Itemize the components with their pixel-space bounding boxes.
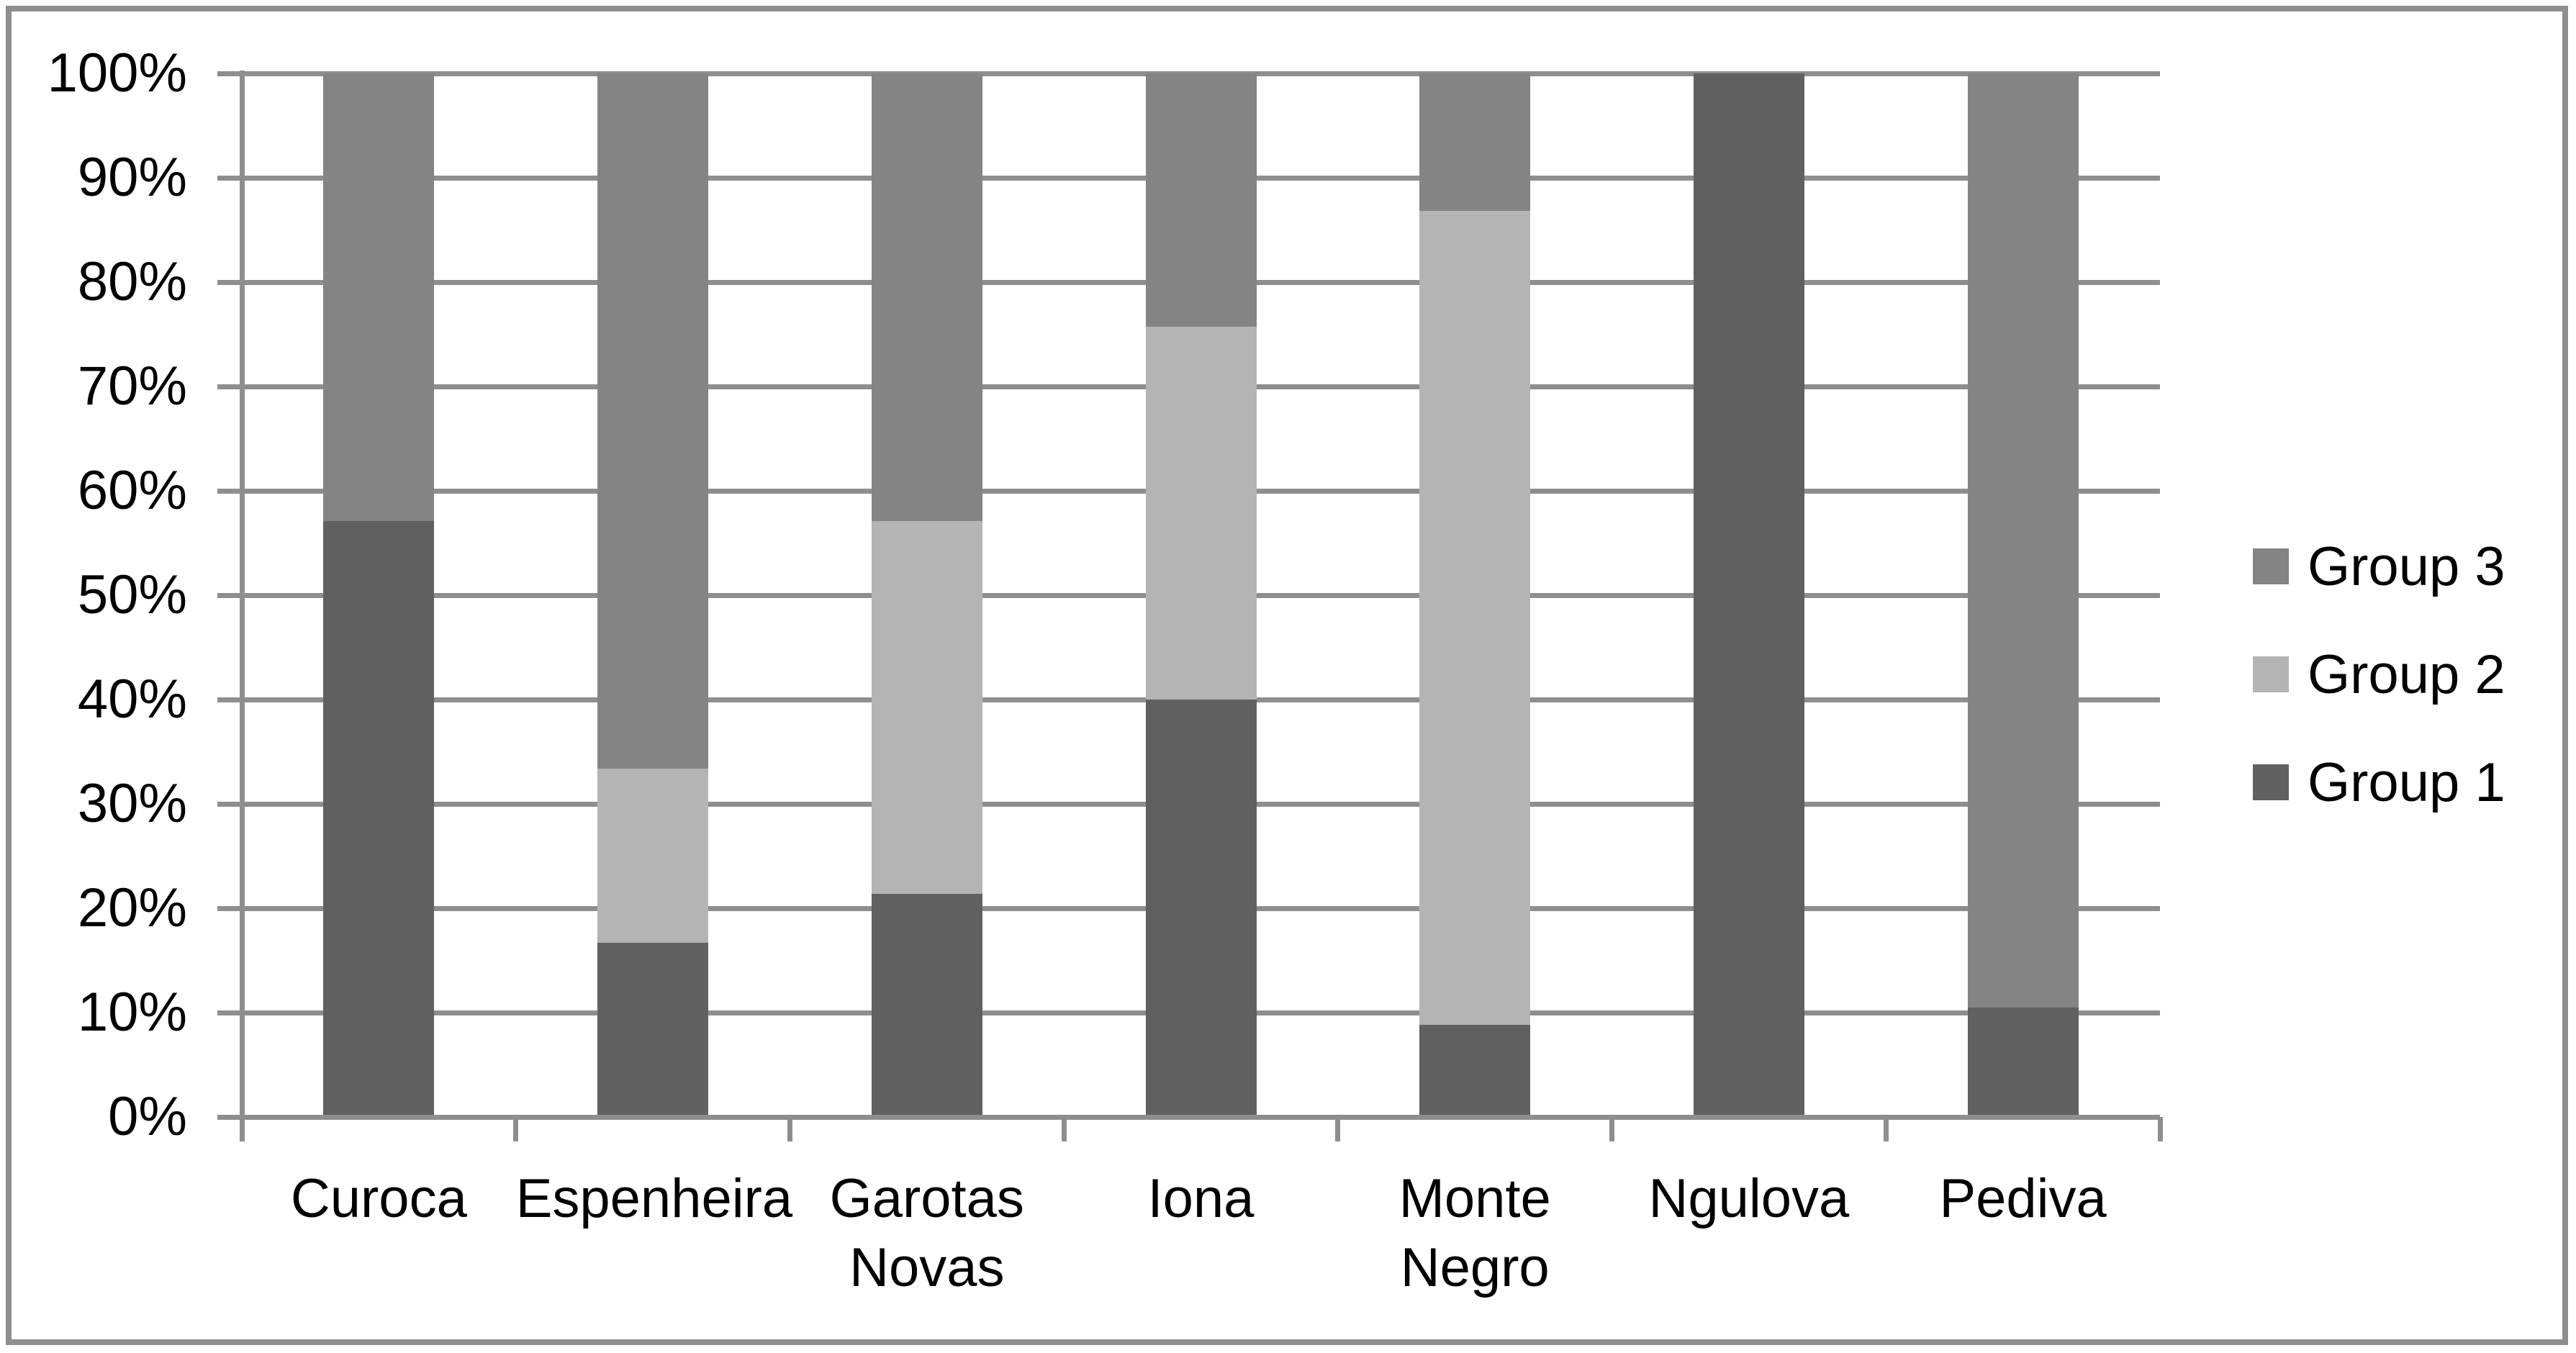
- y-tick-label: 50%: [77, 564, 187, 625]
- x-category-label: Monte Negro: [1398, 1168, 1551, 1298]
- legend-label: Group 1: [2308, 751, 2505, 813]
- x-category-label: Ngulova: [1648, 1168, 1850, 1229]
- bar-segment-group-1: [1693, 73, 1804, 1117]
- legend-item: Group 2: [2253, 640, 2505, 709]
- bar-segment-group-1: [1145, 700, 1257, 1117]
- x-category-label: Pediva: [1939, 1168, 2107, 1229]
- x-axis-tick: [787, 1117, 792, 1141]
- bar-segment-group-3: [597, 73, 709, 769]
- legend-label: Group 3: [2308, 535, 2505, 597]
- x-axis-tick: [513, 1117, 519, 1141]
- x-axis-tick: [2157, 1117, 2163, 1141]
- y-tick-label: 60%: [77, 460, 187, 521]
- bar-segment-group-1: [323, 521, 435, 1117]
- x-axis-line: [217, 1114, 2160, 1120]
- x-axis-tick: [1335, 1117, 1341, 1141]
- bar-segment-group-3: [1967, 73, 2079, 1008]
- bar-segment-group-1: [1419, 1025, 1531, 1117]
- y-tick-label: 80%: [77, 251, 187, 312]
- bar-segment-group-2: [1145, 327, 1257, 700]
- x-axis-tick: [1883, 1117, 1889, 1141]
- x-axis-tick: [1061, 1117, 1067, 1141]
- y-tick-label: 0%: [108, 1086, 187, 1147]
- y-tick-label: 70%: [77, 356, 187, 417]
- bar-segment-group-2: [1419, 211, 1531, 1026]
- y-tick-label: 90%: [77, 147, 187, 208]
- x-axis-tick: [1609, 1117, 1615, 1141]
- x-category-label: Curoca: [290, 1168, 467, 1229]
- chart-border: [6, 6, 2568, 1345]
- legend-swatch-group-2: [2253, 656, 2289, 692]
- bar-segment-group-3: [871, 73, 982, 522]
- x-category-label: Garotas Novas: [829, 1168, 1024, 1298]
- y-axis-line: [239, 71, 245, 1141]
- bar-segment-group-1: [1967, 1007, 2079, 1117]
- x-category-label: Espenheira: [515, 1168, 793, 1229]
- y-tick-label: 40%: [77, 669, 187, 730]
- bar-segment-group-3: [323, 73, 435, 522]
- legend-swatch-group-3: [2253, 548, 2289, 584]
- y-tick-label: 30%: [77, 773, 187, 834]
- legend-item: Group 3: [2253, 532, 2505, 601]
- bar-segment-group-1: [597, 942, 709, 1117]
- bar-segment-group-3: [1145, 73, 1257, 327]
- legend-swatch-group-1: [2253, 764, 2289, 800]
- bar-segment-group-1: [871, 893, 982, 1117]
- bar-segment-group-2: [871, 521, 982, 894]
- x-axis-tick: [239, 1117, 245, 1141]
- y-tick-label: 10%: [77, 982, 187, 1043]
- y-tick-label: 20%: [77, 877, 187, 938]
- y-tick-label: 100%: [47, 42, 187, 104]
- bar-segment-group-2: [597, 768, 709, 943]
- legend-item: Group 1: [2253, 748, 2505, 817]
- bar-segment-group-3: [1419, 73, 1531, 212]
- x-category-label: Iona: [1147, 1168, 1255, 1229]
- legend-label: Group 2: [2308, 643, 2505, 705]
